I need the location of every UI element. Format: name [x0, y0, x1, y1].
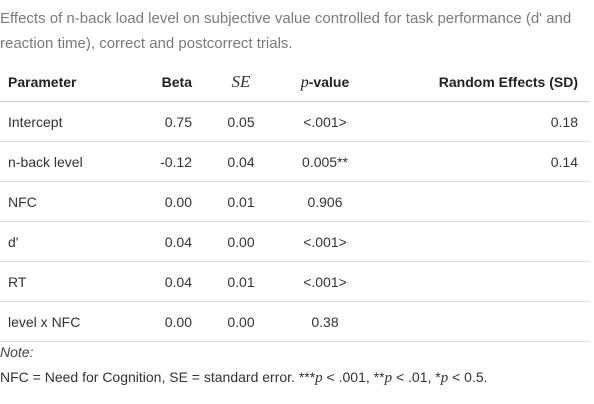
cell-beta: -0.12 — [160, 154, 192, 170]
cell-parameter: d' — [8, 234, 19, 250]
cell-parameter: level x NFC — [8, 314, 81, 330]
results-table: Parameter Beta SE p-value Random Effects… — [0, 62, 590, 342]
note-part-1: NFC = Need for Cognition, SE = standard … — [0, 369, 316, 385]
header-p-suffix: -value — [308, 74, 350, 90]
cell-parameter: RT — [8, 274, 27, 290]
cell-se: 0.00 — [227, 234, 255, 250]
cell-beta: 0.75 — [164, 114, 192, 130]
cell-se: 0.01 — [227, 194, 255, 210]
cell-p-value: <.001> — [303, 234, 347, 250]
table-caption: Effects of n-back load level on subjecti… — [0, 10, 572, 52]
table-header-row: Parameter Beta SE p-value Random Effects… — [0, 62, 590, 102]
table-row: level x NFC 0.00 0.00 0.38 — [0, 302, 590, 342]
note-label: Note: — [0, 344, 34, 360]
cell-parameter: n-back level — [8, 154, 83, 170]
table-row: NFC 0.00 0.01 0.906 — [0, 182, 590, 222]
table-row: RT 0.04 0.01 <.001> — [0, 262, 590, 302]
cell-se: 0.05 — [227, 114, 255, 130]
cell-p-value: <.001> — [303, 114, 347, 130]
header-p-italic: p — [300, 74, 309, 91]
note-text: NFC = Need for Cognition, SE = standard … — [0, 369, 488, 387]
cell-parameter: NFC — [8, 194, 37, 210]
cell-random-effects: 0.18 — [550, 114, 578, 130]
header-beta: Beta — [161, 74, 192, 90]
cell-beta: 0.00 — [164, 194, 192, 210]
cell-p-value: <.001> — [303, 274, 347, 290]
cell-p-value: 0.906 — [307, 194, 343, 210]
note-part-4: < 0.5. — [448, 369, 488, 385]
cell-beta: 0.04 — [164, 274, 192, 290]
cell-p-value: 0.38 — [311, 314, 339, 330]
table-row: d' 0.04 0.00 <.001> — [0, 222, 590, 262]
note-part-3: < .01, * — [392, 369, 441, 385]
header-p-value: p-value — [280, 62, 370, 102]
table-row: Intercept 0.75 0.05 <.001> 0.18 — [0, 102, 590, 142]
cell-p-value: 0.005** — [302, 154, 348, 170]
cell-se: 0.01 — [227, 274, 255, 290]
note-p-3: p — [440, 370, 449, 386]
cell-se: 0.04 — [227, 154, 255, 170]
header-random-effects: Random Effects (SD) — [438, 74, 578, 90]
cell-beta: 0.00 — [164, 314, 192, 330]
cell-parameter: Intercept — [8, 114, 63, 130]
cell-beta: 0.04 — [164, 234, 192, 250]
header-parameter: Parameter — [8, 74, 77, 90]
note-p-1: p — [315, 370, 323, 386]
header-se: SE — [231, 72, 251, 91]
table-row: n-back level -0.12 0.04 0.005** 0.14 — [0, 142, 590, 182]
note-part-2: < .001, ** — [322, 369, 385, 385]
note-p-2: p — [384, 370, 393, 386]
cell-random-effects: 0.14 — [550, 154, 578, 170]
cell-se: 0.00 — [227, 314, 255, 330]
